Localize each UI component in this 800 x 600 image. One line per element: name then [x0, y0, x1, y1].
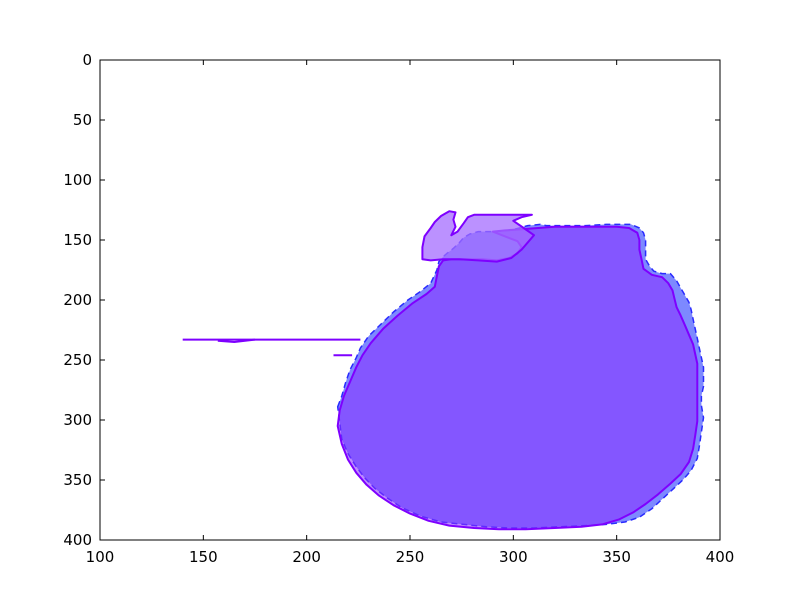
x-tick-label: 150 [189, 548, 218, 566]
y-tick-label: 300 [63, 411, 92, 429]
x-tick-label: 250 [396, 548, 425, 566]
x-tick-label: 350 [602, 548, 631, 566]
x-axis: 100 150 200 250 300 350 400 [86, 60, 735, 566]
y-tick-label: 150 [63, 231, 92, 249]
y-tick-label: 200 [63, 291, 92, 309]
x-tick-label: 300 [499, 548, 528, 566]
y-tick-label: 0 [82, 51, 92, 69]
y-tick-label: 50 [73, 111, 92, 129]
y-axis: 0 50 100 150 200 250 300 350 400 [63, 51, 720, 549]
y-tick-label: 250 [63, 351, 92, 369]
series-region-1 [336, 225, 699, 531]
y-tick-label: 400 [63, 531, 92, 549]
y-tick-label: 100 [63, 171, 92, 189]
series-line-4 [217, 338, 256, 344]
series-region-2 [421, 210, 535, 263]
series-layer [182, 210, 705, 531]
x-tick-label: 100 [86, 548, 115, 566]
y-tick-label: 350 [63, 471, 92, 489]
x-tick-label: 200 [292, 548, 321, 566]
x-tick-label: 400 [706, 548, 735, 566]
